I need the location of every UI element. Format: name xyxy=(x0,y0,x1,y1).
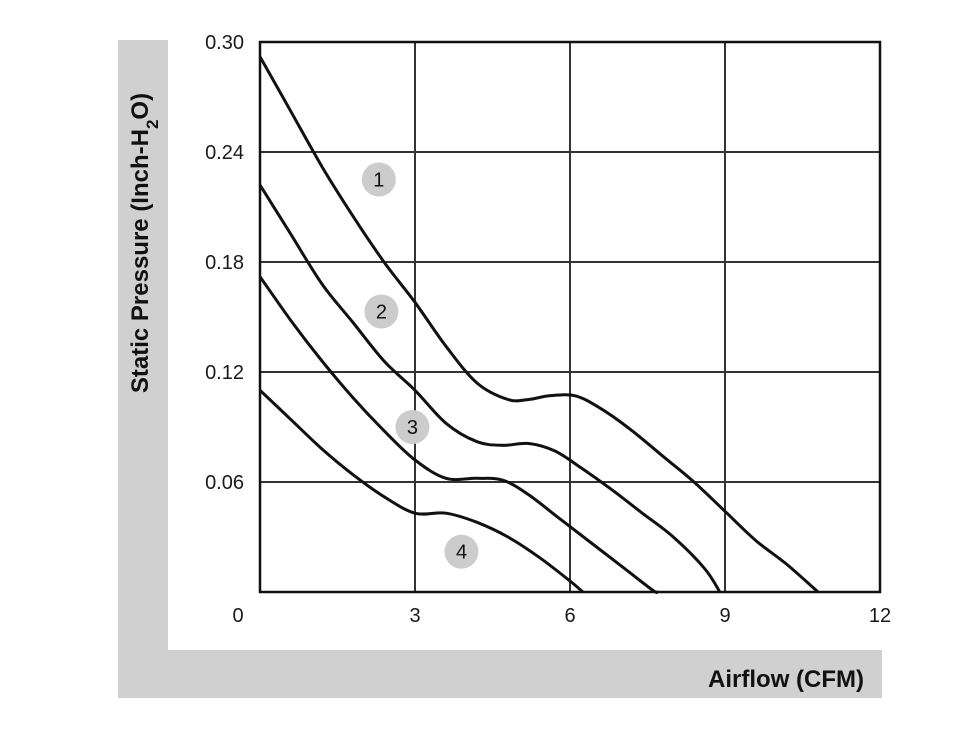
grid-layer xyxy=(259,41,881,592)
x-tick-label-0: 0 xyxy=(232,605,243,627)
x-tick-label-12: 12 xyxy=(869,605,891,627)
y-tick-label-0.24: 0.24 xyxy=(205,142,244,164)
series-label-2: 2 xyxy=(376,302,387,324)
x-tick-label-6: 6 xyxy=(564,605,575,627)
series-line-3 xyxy=(258,275,660,595)
axis-band-vertical xyxy=(118,40,168,698)
y-tick-label-0.12: 0.12 xyxy=(205,362,244,384)
y-tick-label-0.06: 0.06 xyxy=(205,472,244,494)
series-badge-4 xyxy=(444,534,479,569)
x-tick-label-3: 3 xyxy=(409,605,420,627)
y-tick-label-0.30: 0.30 xyxy=(205,32,244,54)
y-axis-title: Static Pressure (Inch-H2O) xyxy=(127,93,162,393)
plot-frame xyxy=(258,40,882,594)
series-label-layer: 1 2 3 4 xyxy=(361,162,479,569)
x-tick-label-9: 9 xyxy=(719,605,730,627)
series-line-1 xyxy=(258,55,819,594)
x-axis-title: Airflow (CFM) xyxy=(708,666,864,693)
y-axis-title-subscript: 2 xyxy=(143,120,162,129)
y-tick-label-0.18: 0.18 xyxy=(205,252,244,274)
series-badge-1 xyxy=(361,162,396,197)
series-label-3: 3 xyxy=(407,417,418,439)
series-line-2 xyxy=(258,184,722,593)
y-axis-title-suffix: O) xyxy=(127,93,154,120)
tick-label-layer: 0 3 6 9 120.060.120.180.240.30 xyxy=(205,32,891,627)
y-axis-title-main: Static Pressure (Inch-H xyxy=(127,129,154,393)
axis-band-horizontal xyxy=(118,650,882,698)
series-badge-3 xyxy=(395,410,430,444)
series-label-1: 1 xyxy=(373,170,384,192)
series-layer xyxy=(258,55,819,595)
series-label-4: 4 xyxy=(456,542,467,564)
series-line-4 xyxy=(258,389,584,594)
series-badge-2 xyxy=(364,294,399,329)
